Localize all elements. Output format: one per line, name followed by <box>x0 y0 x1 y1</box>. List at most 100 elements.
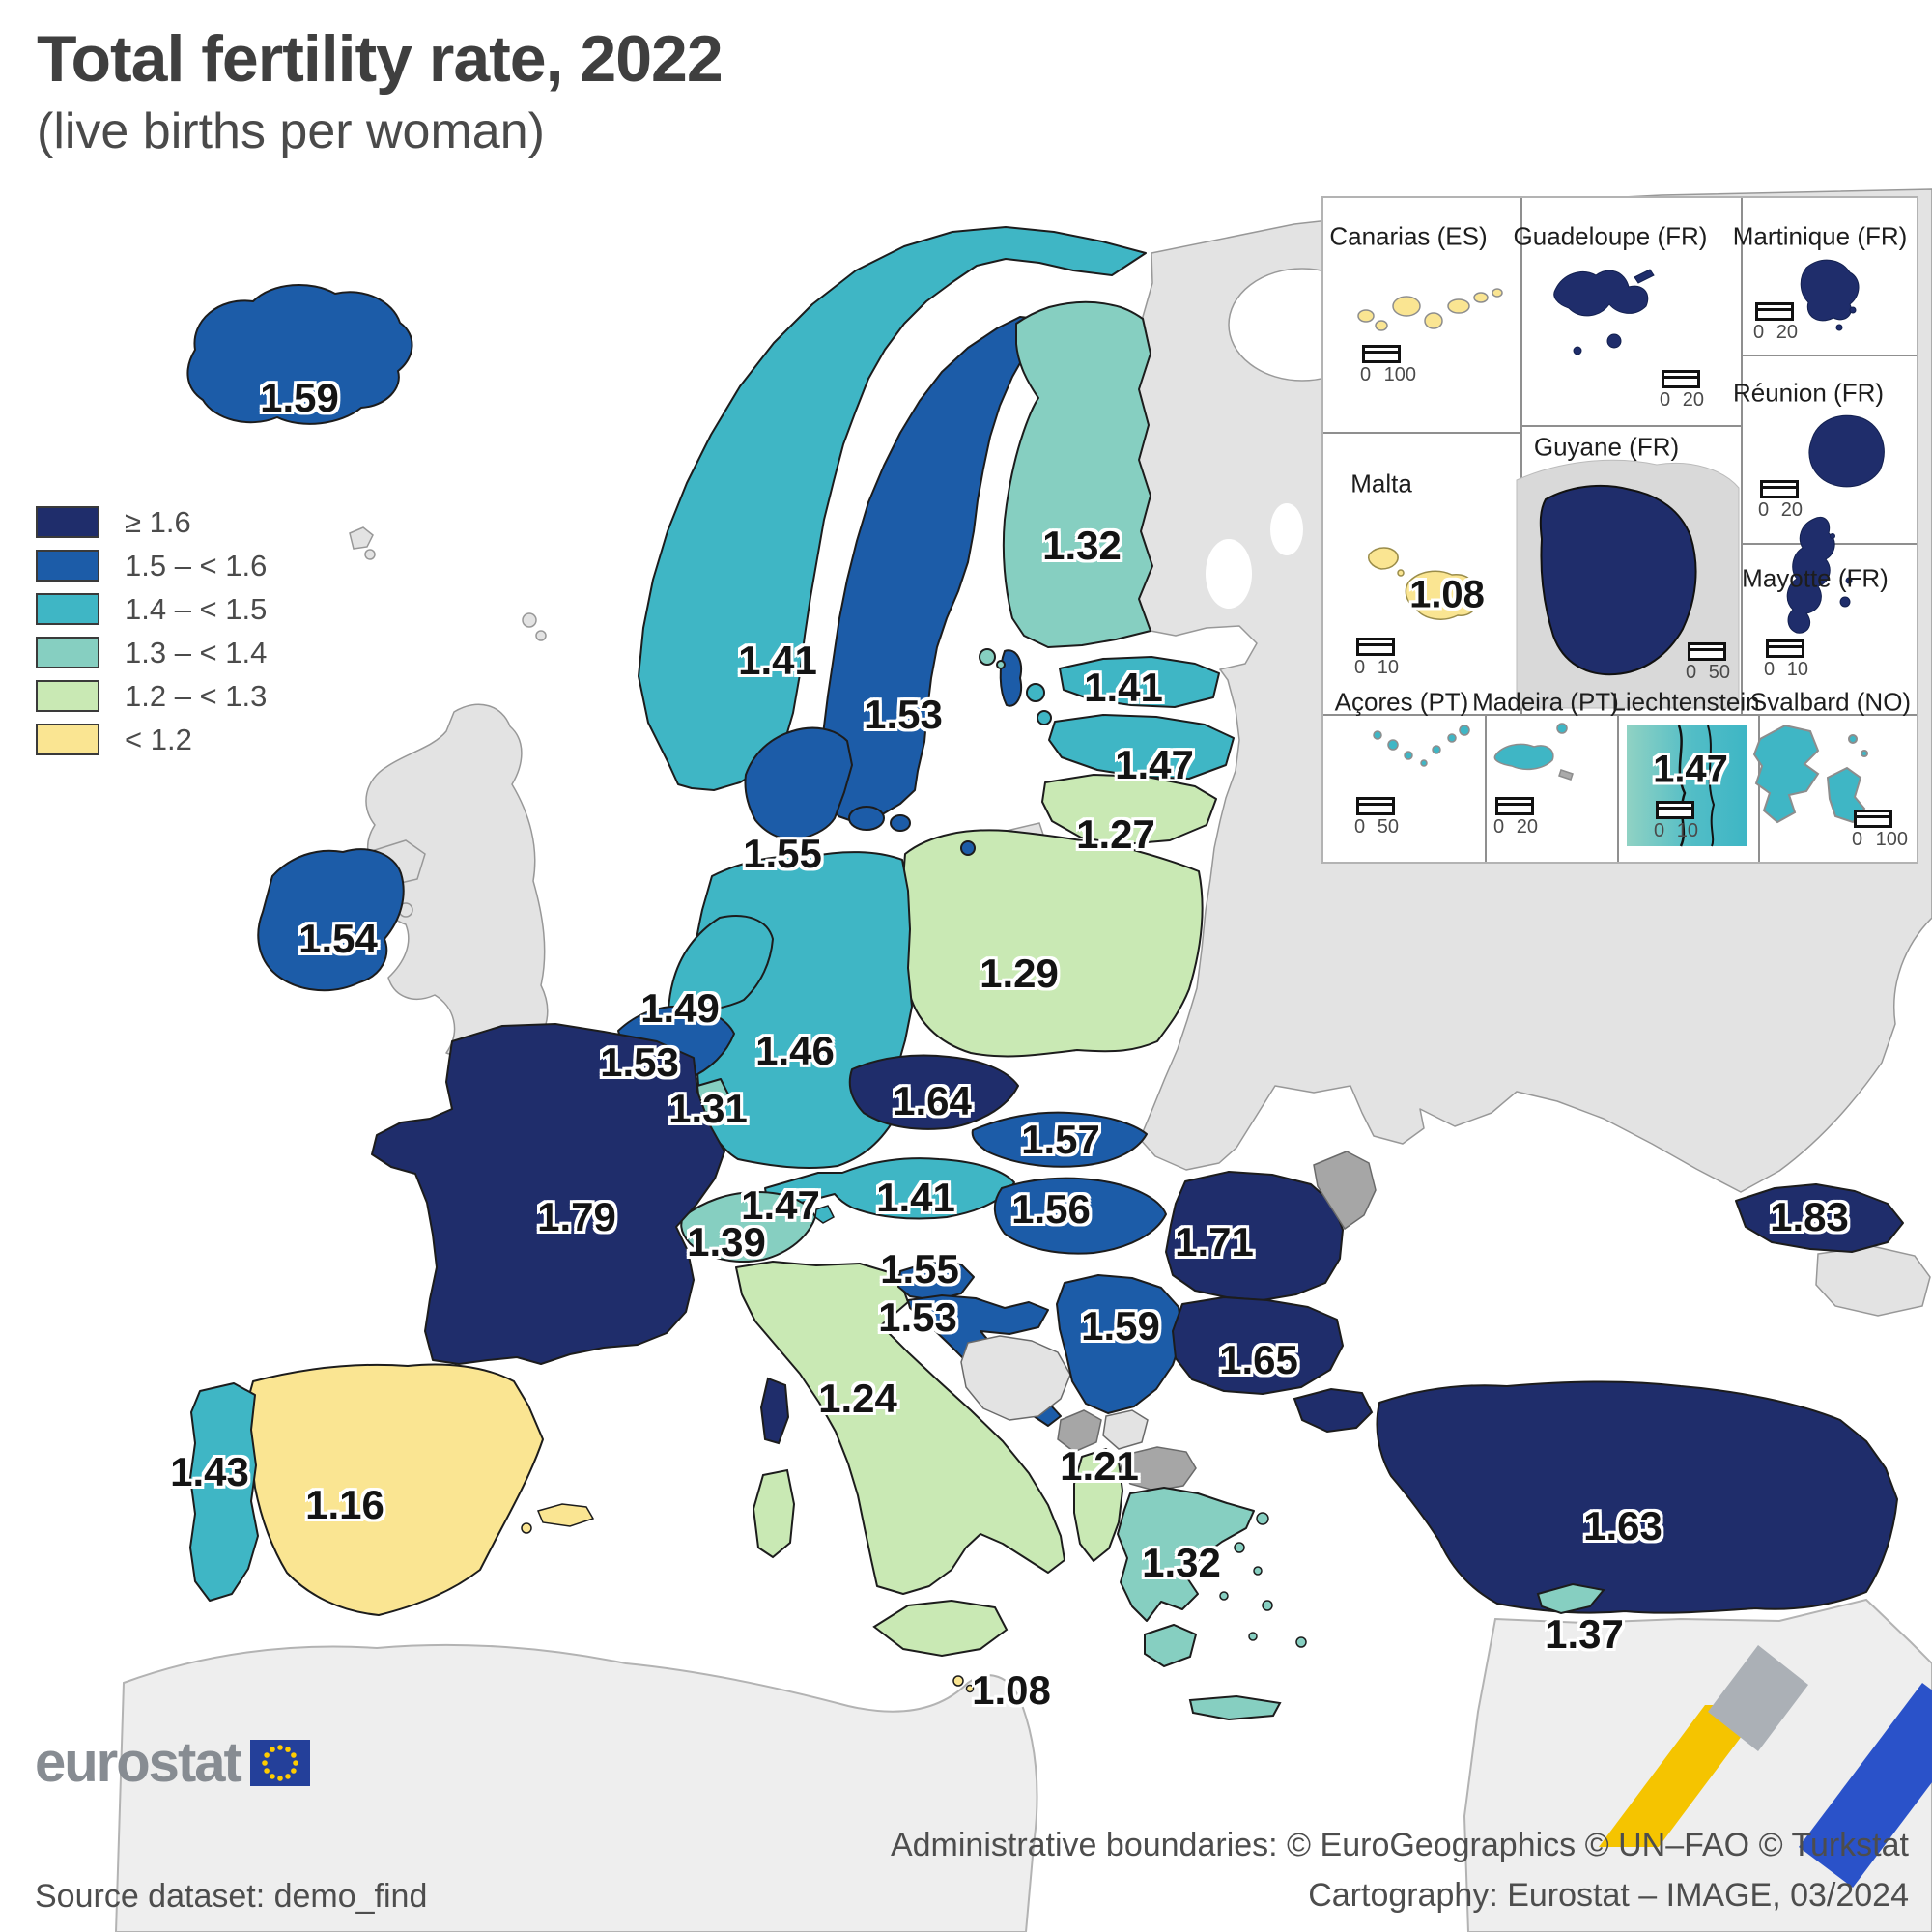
country-bosnia <box>960 1335 1071 1421</box>
eu-flag-stars <box>262 1745 298 1781</box>
scalebar-icon <box>1755 302 1794 321</box>
madeira-islands <box>1493 723 1574 781</box>
balearics-2 <box>521 1522 532 1534</box>
legend-row: ≥ 1.6 <box>36 504 267 539</box>
inset-separator <box>1485 714 1487 862</box>
country-united-kingdom <box>365 703 549 1060</box>
inset-separator <box>1520 425 1741 427</box>
scalebar-labels: 0 20 <box>1753 322 1798 343</box>
scalebar-icon <box>1688 642 1726 661</box>
legend-label: ≥ 1.6 <box>125 504 191 539</box>
country-netherlands <box>668 915 774 1012</box>
ribbon-gray <box>1708 1645 1808 1751</box>
balearics <box>536 1503 595 1527</box>
legend-swatch <box>36 637 99 668</box>
sardinia <box>752 1468 796 1559</box>
country-slovenia <box>897 1261 975 1301</box>
country-poland <box>901 829 1204 1058</box>
legend-swatch <box>36 550 99 582</box>
attribution-block: Administrative boundaries: © EuroGeograp… <box>891 1820 1909 1920</box>
inset-separator <box>1758 714 1760 862</box>
inset-separator <box>1323 714 1917 716</box>
aland <box>979 648 996 666</box>
scalebar-icon <box>1662 370 1700 388</box>
inset-title-martinique: Martinique (FR) <box>1732 221 1908 251</box>
inset-value-malta: 1.08 <box>1409 573 1485 616</box>
inset-title-madeira: Madeira (PT) <box>1472 687 1619 717</box>
country-liechtenstein-dot <box>814 1205 835 1224</box>
turkey-thrace <box>1293 1387 1374 1434</box>
inset-title-svalbard: Svalbard (NO) <box>1749 687 1912 717</box>
north-africa <box>114 1643 1038 1932</box>
legend-row: 1.2 – < 1.3 <box>36 679 267 713</box>
country-moldova <box>1313 1151 1377 1231</box>
danish-island <box>848 806 885 831</box>
lake-ladoga <box>1206 539 1252 609</box>
country-lithuania <box>1041 774 1217 845</box>
legend-swatch <box>36 593 99 625</box>
attribution-cartography: Cartography: Eurostat – IMAGE, 03/2024 <box>1308 1877 1909 1914</box>
country-turkey <box>1376 1380 1898 1614</box>
scalebar-labels: 0 20 <box>1660 389 1704 411</box>
country-ireland <box>257 848 405 992</box>
liechtenstein-zoom <box>1627 724 1747 847</box>
malta-islands <box>1368 547 1477 620</box>
scalebar-icon <box>1495 797 1534 815</box>
scalebar-labels: 0 50 <box>1354 816 1399 838</box>
inset-title-reunion: Réunion (FR) <box>1732 378 1885 408</box>
danish-island-2 <box>890 814 911 832</box>
greek-islands <box>1219 1512 1307 1648</box>
attribution-boundaries: Administrative boundaries: © EuroGeograp… <box>890 1827 1909 1863</box>
country-austria <box>764 1157 1015 1220</box>
ribbon-blue <box>1799 1683 1932 1888</box>
malta-island <box>952 1675 964 1687</box>
bornholm <box>960 840 976 856</box>
faroe-islet <box>364 549 376 560</box>
shetland <box>522 612 537 628</box>
source-dataset-line: Source dataset: demo_find <box>35 1878 428 1915</box>
peloponnese <box>1144 1623 1198 1668</box>
country-estonia <box>1059 656 1220 708</box>
legend-row: < 1.2 <box>36 722 267 756</box>
country-caucasus-nodata <box>1815 1245 1931 1317</box>
inset-separator <box>1741 198 1743 714</box>
gotland <box>999 649 1022 707</box>
ribbon-yellow <box>1599 1705 1765 1847</box>
country-latvia <box>1048 714 1235 780</box>
scalebar-labels: 0 50 <box>1686 662 1730 683</box>
country-slovakia <box>971 1111 1148 1168</box>
legend-label: 1.4 – < 1.5 <box>125 591 268 626</box>
inset-value-liechtenstein: 1.47 <box>1653 748 1728 791</box>
inset-title-acores: Açores (PT) <box>1334 687 1469 717</box>
martinique-island <box>1800 259 1860 331</box>
scalebar-labels: 0 10 <box>1354 657 1399 678</box>
country-bulgaria <box>1172 1296 1344 1395</box>
scalebar-icon <box>1766 639 1804 658</box>
country-finland <box>1002 300 1153 648</box>
scalebar-icon <box>1362 345 1401 363</box>
scalebar-labels: 0 100 <box>1852 829 1908 850</box>
sicily <box>872 1599 1009 1658</box>
country-albania <box>1073 1448 1123 1562</box>
inset-separator <box>1617 714 1619 862</box>
country-france <box>371 1023 725 1365</box>
inset-title-canarias: Canarias (ES) <box>1329 221 1488 251</box>
inset-separator <box>1323 432 1520 434</box>
country-switzerland <box>680 1191 816 1263</box>
title-block: Total fertility rate, 2022 (live births … <box>37 21 724 160</box>
country-norway <box>638 226 1147 791</box>
reunion-island <box>1808 414 1885 488</box>
crete <box>1188 1694 1282 1721</box>
country-north-macedonia <box>1120 1446 1197 1492</box>
legend-label: < 1.2 <box>125 722 192 756</box>
inset-separator <box>1741 355 1917 356</box>
inset-title-liechtenstein: Liechtenstein <box>1611 687 1760 717</box>
country-portugal <box>189 1382 259 1602</box>
inset-separator <box>1520 198 1522 714</box>
scalebar-labels: 0 20 <box>1758 499 1803 521</box>
inset-title-malta: Malta <box>1350 469 1412 498</box>
scalebar-icon <box>1854 810 1892 828</box>
mayotte-island <box>1786 516 1853 634</box>
guadeloupe-islands <box>1553 269 1655 355</box>
